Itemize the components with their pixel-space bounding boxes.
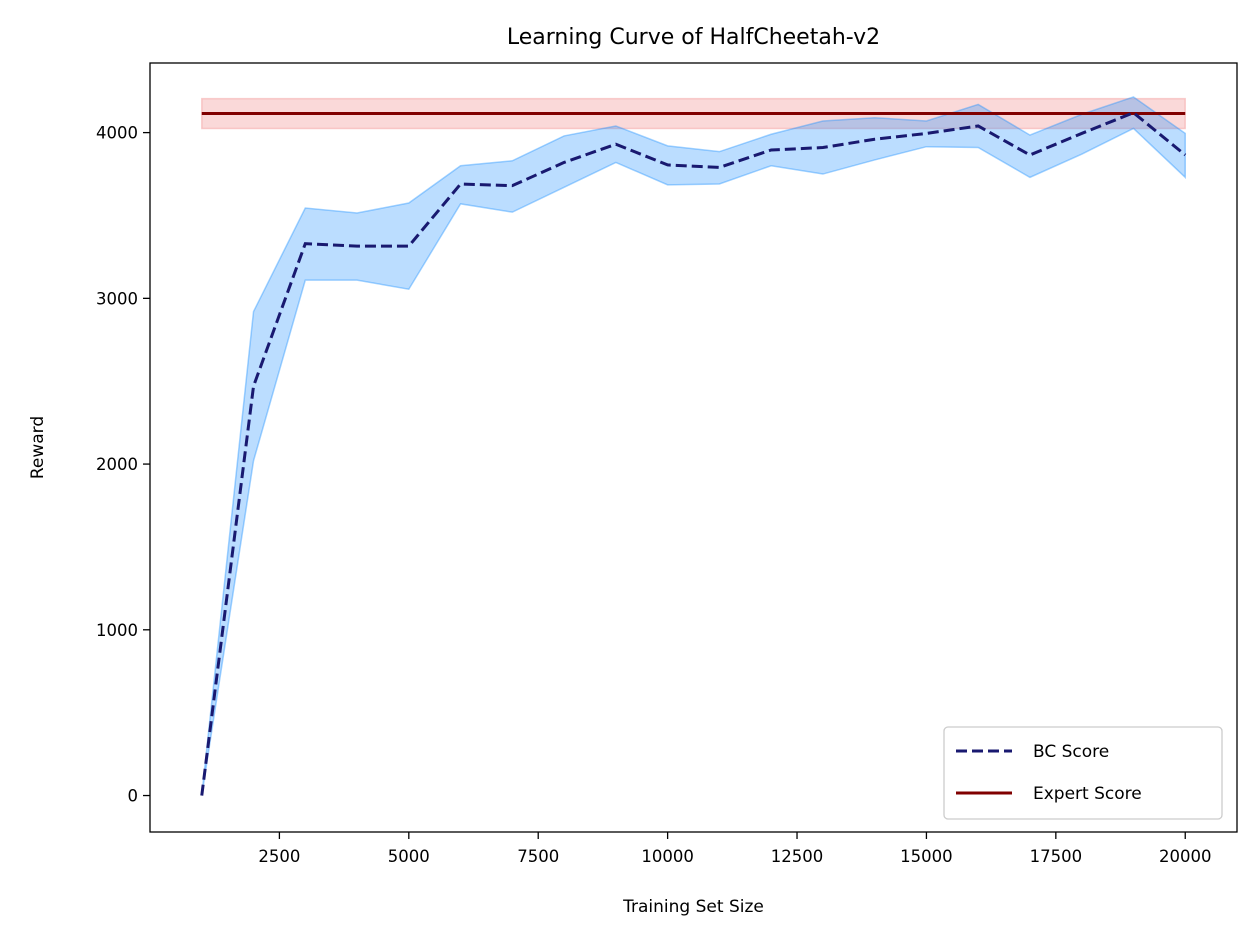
- y-tick-label: 1000: [96, 621, 138, 640]
- x-axis-ticks: 2500 5000 7500 10000 12500 15000 17500 20000: [258, 832, 1211, 866]
- legend-label-bc-score: BC Score: [1033, 742, 1109, 762]
- x-axis-label: Training Set Size: [622, 897, 764, 917]
- legend-label-expert-score: Expert Score: [1033, 784, 1142, 804]
- y-tick-label: 2000: [96, 455, 138, 474]
- x-tick-label: 15000: [900, 847, 953, 866]
- y-axis-ticks: 0 1000 2000 3000 4000: [96, 124, 150, 806]
- x-tick-label: 7500: [517, 847, 559, 866]
- x-tick-label: 5000: [388, 847, 430, 866]
- legend: BC Score Expert Score: [943, 726, 1223, 820]
- x-tick-label: 12500: [771, 847, 824, 866]
- bc-score-band: [201, 96, 1186, 796]
- y-tick-label: 4000: [96, 124, 138, 143]
- bc-score-line: [200, 110, 1187, 796]
- x-tick-label: 17500: [1030, 847, 1083, 866]
- plot-area-frame: [149, 62, 1238, 833]
- y-tick-label: 0: [128, 787, 139, 806]
- y-axis-label: Reward: [28, 416, 48, 479]
- x-tick-label: 2500: [258, 847, 300, 866]
- confidence-bands: [201, 96, 1186, 796]
- legend-box: [943, 726, 1223, 820]
- y-tick-label: 3000: [96, 289, 138, 308]
- series-lines: [200, 110, 1187, 796]
- chart-title: Learning Curve of HalfCheetah-v2: [507, 25, 880, 50]
- x-tick-label: 20000: [1159, 847, 1212, 866]
- x-tick-label: 10000: [641, 847, 694, 866]
